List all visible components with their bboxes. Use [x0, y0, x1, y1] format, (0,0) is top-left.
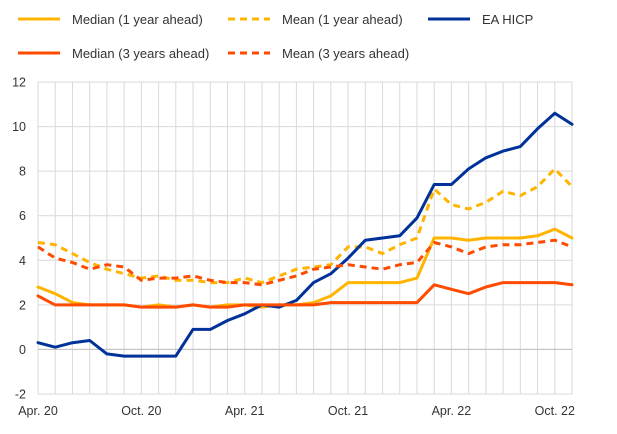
y-tick-label: 4: [19, 254, 26, 268]
legend-item-median-3-years-ahead: Median (3 years ahead): [18, 46, 209, 61]
y-tick-label: 8: [19, 165, 26, 179]
series-line-ea-hicp: [36, 111, 574, 358]
legend-label: Mean (1 year ahead): [282, 12, 403, 27]
legend-item-median-1-year-ahead: Median (1 year ahead): [18, 12, 203, 27]
legend-item-mean-3-years-ahead: Mean (3 years ahead): [228, 46, 409, 61]
y-tick-label: 10: [12, 120, 26, 134]
y-axis: -2 0 2 4 6 8 10 12: [12, 76, 26, 402]
series-line-mean-1-year-ahead: [37, 167, 574, 285]
y-tick-label: 12: [12, 76, 26, 90]
y-tick-label: 0: [19, 343, 26, 357]
x-tick-label: Oct. 22: [535, 404, 575, 418]
legend-item-ea-hicp: EA HICP: [428, 12, 533, 27]
legend: Median (1 year ahead) Mean (1 year ahead)…: [18, 12, 533, 61]
x-tick-label: Apr. 21: [225, 404, 265, 418]
legend-label: Median (3 years ahead): [72, 46, 209, 61]
legend-label: Mean (3 years ahead): [282, 46, 409, 61]
x-tick-label: Oct. 21: [328, 404, 368, 418]
x-tick-label: Oct. 20: [121, 404, 161, 418]
y-tick-label: 6: [19, 209, 26, 223]
x-axis: Apr. 20 Oct. 20 Apr. 21 Oct. 21 Apr. 22 Oct. …: [18, 404, 575, 418]
x-tick-label: Apr. 22: [432, 404, 472, 418]
y-tick-label: -2: [15, 388, 26, 402]
legend-label: EA HICP: [482, 12, 533, 27]
series-line-mean-3-years-ahead: [37, 238, 573, 287]
legend-item-mean-1-year-ahead: Mean (1 year ahead): [228, 12, 403, 27]
x-tick-label: Apr. 20: [18, 404, 58, 418]
y-tick-label: 2: [19, 298, 26, 312]
series-lines: [36, 111, 574, 358]
legend-label: Median (1 year ahead): [72, 12, 203, 27]
series-line-median-3-years-ahead: [36, 281, 574, 309]
